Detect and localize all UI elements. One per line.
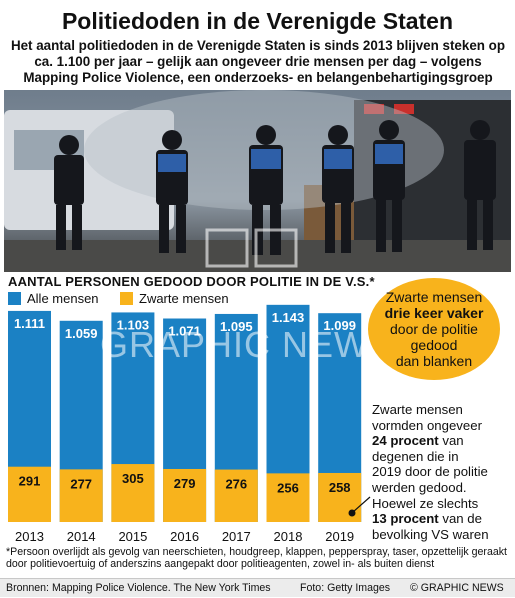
- callout2-line3-rest: van: [438, 433, 464, 449]
- data-label-all-2017: 1.095: [220, 319, 253, 334]
- data-label-all-2014: 1.059: [65, 326, 98, 341]
- data-label-black-2014: 277: [70, 476, 92, 491]
- callout-three-times: Zwarte mensen drie keer vaker door de po…: [368, 278, 500, 380]
- bar-black-2015: [111, 464, 155, 522]
- data-label-all-2016: 1.071: [168, 324, 201, 339]
- callout2-line3: 24 procent van: [372, 433, 512, 449]
- chart-title: AANTAL PERSONEN GEDOOD DOOR POLITIE IN D…: [8, 274, 375, 289]
- callout1-bold: drie keer vaker: [384, 305, 484, 321]
- callout2-line2: vormden ongeveer: [372, 417, 482, 433]
- legend-label-all: Alle mensen: [27, 291, 99, 306]
- callout2-line9: bevolking VS waren: [372, 526, 489, 542]
- data-label-all-2018: 1.143: [272, 310, 305, 325]
- callout1-line4: gedood: [410, 337, 458, 353]
- callout-24-percent: Zwarte mensen vormden ongeveer 24 procen…: [372, 402, 512, 542]
- callout2-line1: Zwarte mensen: [372, 402, 463, 417]
- legend-swatch-all: [8, 292, 21, 305]
- bar-black-2014: [59, 469, 103, 522]
- data-label-black-2016: 279: [174, 476, 196, 491]
- data-label-black-2019: 258: [329, 480, 351, 495]
- bar-black-2017: [214, 469, 258, 522]
- copyright: © GRAPHIC NEWS: [410, 582, 504, 594]
- callout2-line7: Hoewel ze slechts: [372, 495, 479, 511]
- data-label-all-2013: 1.111: [14, 316, 45, 331]
- x-tick-2018: 2018: [274, 529, 303, 544]
- data-label-all-2019: 1.099: [323, 318, 356, 333]
- bar-black-2018: [266, 473, 310, 522]
- callout2-line6: werden gedood.: [372, 479, 467, 495]
- photo-credit: Foto: Getty Images: [300, 582, 391, 594]
- legend-item-all: Alle mensen: [8, 291, 99, 306]
- x-tick-2016: 2016: [170, 529, 199, 544]
- page-title: Politiedoden in de Verenigde Staten: [61, 8, 454, 34]
- legend-item-black: Zwarte mensen: [120, 291, 229, 306]
- callout2-line5: 2019 door de politie: [372, 464, 488, 480]
- x-tick-2014: 2014: [67, 529, 96, 544]
- data-label-black-2017: 276: [225, 477, 247, 492]
- bar-black-2016: [163, 468, 207, 522]
- legend-swatch-black: [120, 292, 133, 305]
- data-label-black-2018: 256: [277, 480, 299, 495]
- data-label-black-2015: 305: [122, 471, 144, 486]
- callout2-line4: degenen die in: [372, 448, 459, 464]
- police-photo: [4, 90, 511, 272]
- callout1-line5: dan blanken: [395, 353, 473, 369]
- x-tick-2019: 2019: [325, 529, 354, 544]
- sources-credit: Bronnen: Mapping Police Violence. The Ne…: [6, 582, 271, 594]
- sources-bar: Bronnen: Mapping Police Violence. The Ne…: [0, 578, 515, 597]
- legend-label-black: Zwarte mensen: [139, 291, 229, 306]
- callout2-line8-rest: van de: [438, 511, 482, 527]
- callout2-bold-13: 13 procent: [372, 511, 439, 527]
- footnote: *Persoon overlijdt als gevolg van neersc…: [6, 546, 507, 571]
- callout1-line3: door de politie: [390, 321, 478, 337]
- callout2-bold-24: 24 procent: [372, 433, 439, 449]
- x-tick-2017: 2017: [222, 529, 251, 544]
- x-tick-2013: 2013: [15, 529, 44, 544]
- callout2-line8: 13 procent van de: [372, 511, 512, 527]
- callout-pointer-dot: [348, 509, 356, 517]
- data-label-all-2015: 1.103: [117, 317, 150, 332]
- bar-black-2013: [8, 466, 51, 522]
- callout-pointer-line: [352, 496, 371, 513]
- callout1-line1: Zwarte mensen: [385, 289, 483, 305]
- police-photo-illustration: [4, 90, 511, 272]
- page-subtitle: Het aantal politiedoden in de Verenigde …: [10, 38, 506, 85]
- data-label-black-2013: 291: [19, 474, 41, 489]
- x-tick-2015: 2015: [118, 529, 147, 544]
